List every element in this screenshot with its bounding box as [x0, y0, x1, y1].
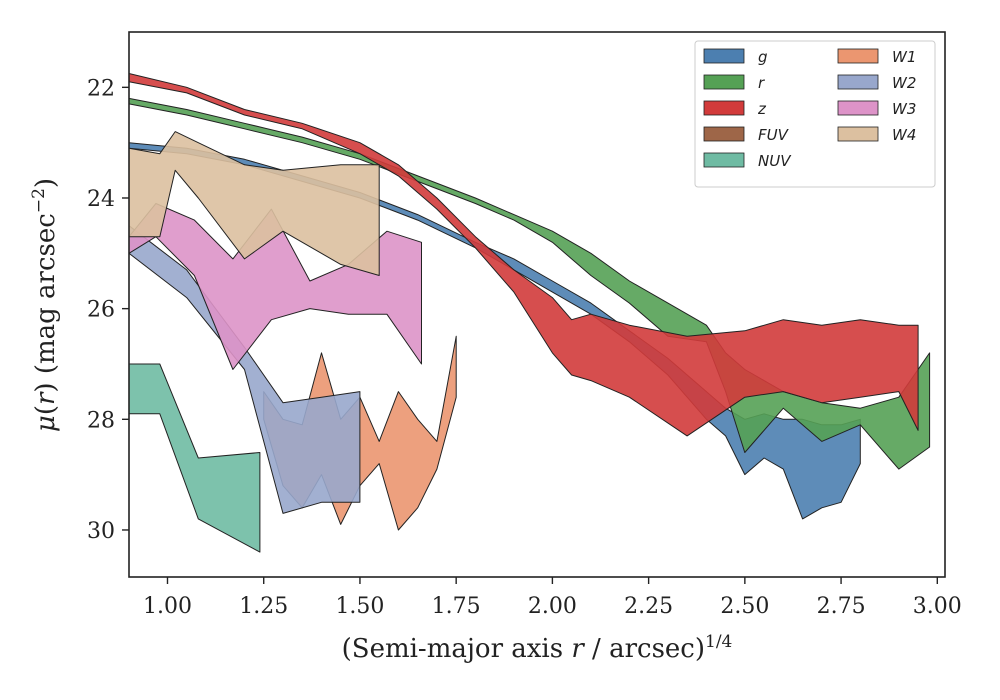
series-bands	[128, 73, 931, 553]
legend-label-w4: W4	[892, 126, 916, 144]
legend-swatch-w3	[837, 100, 879, 116]
y-tick-label: 22	[87, 76, 115, 101]
legend-swatch-w2	[837, 74, 879, 90]
legend-swatch-g	[703, 48, 745, 64]
legend-label-r: r	[758, 74, 765, 92]
y-tick-label: 28	[87, 408, 115, 433]
y-tick-label: 26	[87, 298, 115, 323]
legend-label-g: g	[758, 48, 768, 66]
band-w4	[128, 131, 380, 276]
legend-swatch-w1	[837, 48, 879, 64]
legend-label-w2: W2	[892, 74, 916, 92]
plot-frame	[128, 31, 946, 578]
legend-label-w1: W1	[892, 48, 916, 66]
x-axis-ticks: 1.00 1.25 1.50 1.75 2.00 2.25 2.50 2.75 3.00	[143, 577, 962, 619]
band-w3	[128, 203, 422, 370]
x-tick-label: 3.00	[913, 594, 962, 619]
legend-swatch-r	[703, 74, 745, 90]
legend-label-nuv: NUV	[758, 152, 792, 170]
y-tick-label: 24	[87, 187, 115, 212]
legend: grz FUV NUV W1 W2 W3 W4	[694, 40, 936, 188]
x-tick-label: 1.50	[335, 594, 384, 619]
x-tick-label: 2.00	[528, 594, 577, 619]
band-z	[128, 73, 919, 437]
y-axis-ticks: 22 24 26 28 30	[87, 76, 129, 544]
legend-swatch-z	[703, 100, 745, 116]
x-tick-label: 1.25	[239, 594, 288, 619]
x-tick-label: 2.50	[720, 594, 769, 619]
band-nuv	[128, 363, 261, 553]
x-tick-label: 2.25	[624, 594, 673, 619]
x-tick-label: 2.75	[817, 594, 866, 619]
legend-swatch-nuv	[703, 152, 745, 168]
x-tick-label: 1.00	[143, 594, 192, 619]
legend-swatch-fuv	[703, 126, 745, 142]
legend-swatch-w4	[837, 126, 879, 142]
legend-label-fuv: FUV	[758, 126, 790, 144]
x-tick-label: 1.75	[432, 594, 481, 619]
y-axis-title: μ(r) (mag arcsec−2)	[29, 178, 61, 432]
legend-label-z: z	[757, 100, 767, 118]
legend-label-w3: W3	[892, 100, 916, 118]
x-axis-title: (Semi-major axis r / arcsec)1/4	[342, 632, 733, 664]
y-tick-label: 30	[87, 519, 115, 544]
